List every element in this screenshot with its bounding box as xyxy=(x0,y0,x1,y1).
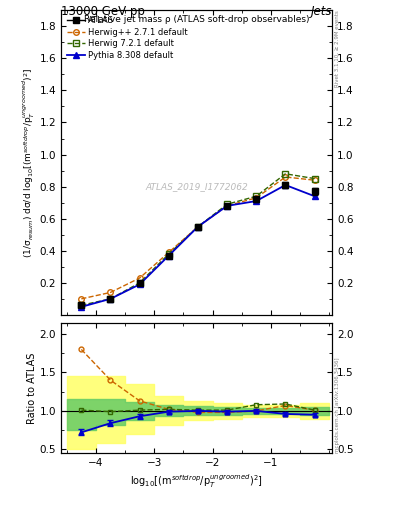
Text: ATLAS_2019_I1772062: ATLAS_2019_I1772062 xyxy=(145,182,248,191)
Text: mcplots.cern.ch [arXiv:1306.3436]: mcplots.cern.ch [arXiv:1306.3436] xyxy=(335,357,340,453)
Y-axis label: (1/σ$_{resum}$) dσ/d log$_{10}$[(m$^{soft drop}$/p$_T^{ungroomed}$)$^2$]: (1/σ$_{resum}$) dσ/d log$_{10}$[(m$^{sof… xyxy=(20,68,37,258)
Text: Jets: Jets xyxy=(310,5,332,18)
Y-axis label: Ratio to ATLAS: Ratio to ATLAS xyxy=(27,352,37,423)
X-axis label: log$_{10}$[(m$^{soft drop}$/p$_T^{ungroomed}$)$^2$]: log$_{10}$[(m$^{soft drop}$/p$_T^{ungroo… xyxy=(130,472,263,490)
Text: Rivet 3.1.10, ≥ 2.9M events: Rivet 3.1.10, ≥ 2.9M events xyxy=(335,10,340,87)
Text: 13000 GeV pp: 13000 GeV pp xyxy=(61,5,145,18)
Legend: ATLAS, Herwig++ 2.7.1 default, Herwig 7.2.1 default, Pythia 8.308 default: ATLAS, Herwig++ 2.7.1 default, Herwig 7.… xyxy=(63,13,191,63)
Text: Relative jet mass ρ (ATLAS soft-drop observables): Relative jet mass ρ (ATLAS soft-drop obs… xyxy=(84,15,309,24)
